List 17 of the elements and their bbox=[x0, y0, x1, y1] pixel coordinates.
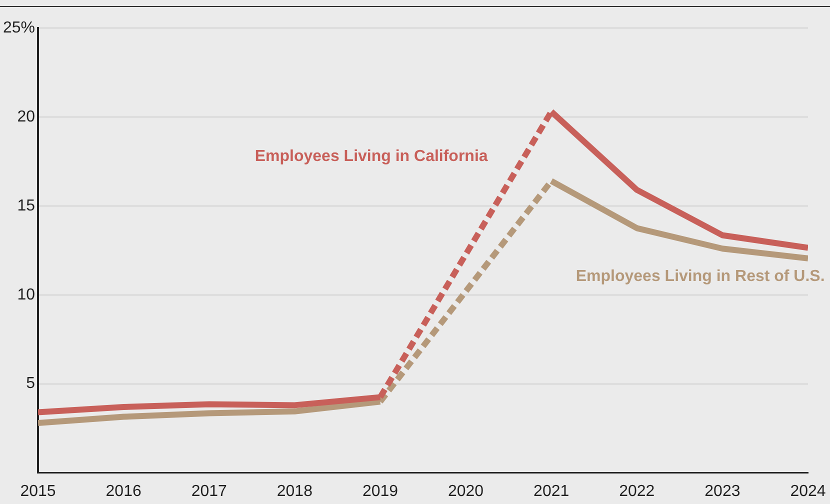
series-label: Employees Living in Rest of U.S. bbox=[576, 268, 825, 286]
x-tick-label: 2023 bbox=[704, 482, 740, 500]
x-tick-label: 2022 bbox=[619, 482, 655, 500]
y-tick-label: 20 bbox=[17, 108, 36, 126]
x-tick-label: 2024 bbox=[790, 482, 826, 500]
x-tick-label: 2021 bbox=[534, 482, 570, 500]
x-tick-label: 2015 bbox=[20, 482, 56, 500]
x-tick-label: 2019 bbox=[362, 482, 398, 500]
y-tick-label: 10 bbox=[17, 286, 36, 304]
y-tick-label: 15 bbox=[17, 197, 36, 214]
series-label: Employees Living in California bbox=[254, 148, 488, 166]
x-tick-label: 2018 bbox=[276, 482, 313, 500]
x-tick-label: 2016 bbox=[106, 482, 142, 500]
y-tick-label: 5 bbox=[26, 375, 36, 392]
x-tick-label: 2020 bbox=[448, 482, 484, 500]
y-tick-label: 25% bbox=[2, 19, 36, 36]
x-tick-label: 2017 bbox=[191, 482, 228, 500]
